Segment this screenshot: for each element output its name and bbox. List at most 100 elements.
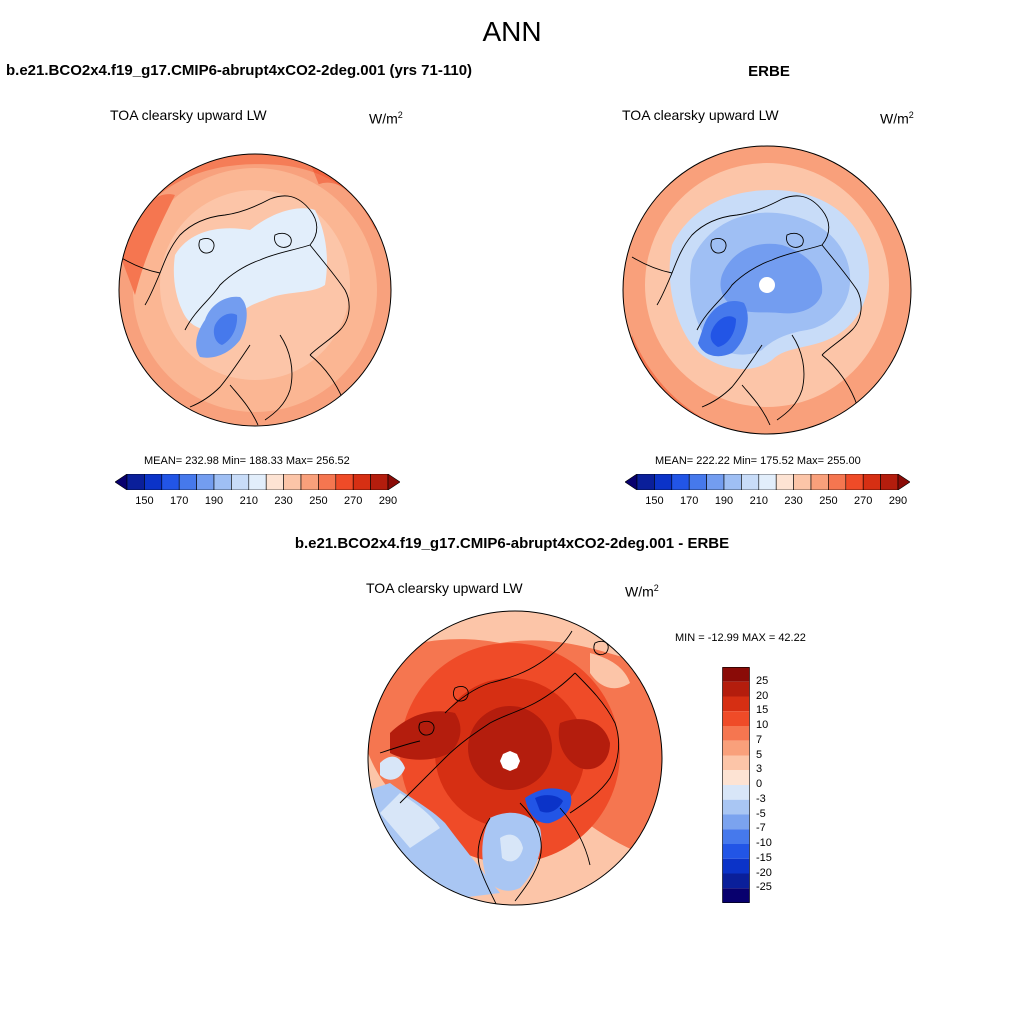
colorbar-tick-label: 230 (784, 495, 803, 507)
colorbar-tick-label: 250 (819, 495, 838, 507)
colorbar-swatch (231, 474, 250, 490)
colorbar-tick-label: 210 (749, 495, 768, 507)
colorbar-swatch (723, 474, 742, 490)
colorbar-tick-label: 25 (756, 674, 769, 687)
colorbar-swatch (636, 474, 655, 490)
colorbar-swatch (196, 474, 215, 490)
left-polar-map (118, 153, 392, 427)
colorbar-tick-label: 230 (274, 495, 293, 507)
colorbar-tick-label: 290 (888, 495, 908, 507)
left-case-title: b.e21.BCO2x4.f19_g17.CMIP6-abrupt4xCO2-2… (6, 62, 473, 79)
left-stats-label: MEAN= 232.98 Min= 188.33 Max= 256.52 (144, 455, 350, 467)
colorbar-swatch (387, 474, 400, 490)
colorbar-swatch (300, 474, 319, 490)
colorbar-tick-label: 210 (239, 495, 258, 507)
right-stats-label: MEAN= 222.22 Min= 175.52 Max= 255.00 (655, 455, 861, 467)
colorbar-frame (722, 667, 750, 903)
diff-case-title: b.e21.BCO2x4.f19_g17.CMIP6-abrupt4xCO2-2… (294, 535, 730, 552)
colorbar-swatch (722, 858, 750, 874)
colorbar-swatch (115, 474, 128, 490)
colorbar-swatch (265, 474, 284, 490)
colorbar-swatch (671, 474, 690, 490)
left-colorbar-ticks: 150 170 190 210 230 250 270 290 (115, 495, 400, 509)
colorbar-tick-label: 7 (756, 733, 763, 746)
colorbar-swatch (722, 667, 750, 682)
colorbar-swatch (213, 474, 232, 490)
colorbar-swatch (722, 740, 750, 756)
colorbar-tick-label: -5 (756, 807, 766, 820)
colorbar-swatch (178, 474, 197, 490)
colorbar-swatch (741, 474, 760, 490)
colorbar-swatch (775, 474, 794, 490)
right-variable-label: TOA clearsky upward LW (622, 107, 779, 123)
diff-colorbar (722, 667, 750, 903)
colorbar-tick-label: -15 (756, 851, 772, 864)
colorbar-tick-label: 190 (204, 495, 224, 507)
colorbar-tick-label: 10 (756, 719, 769, 731)
colorbar-swatch (126, 474, 145, 490)
colorbar-swatch (722, 844, 750, 859)
colorbar-swatch (810, 474, 829, 490)
colorbar-tick-label: 250 (309, 495, 328, 507)
colorbar-swatch (862, 474, 881, 490)
colorbar-tick-label: 150 (645, 495, 664, 507)
colorbar-tick-label: 290 (378, 495, 398, 507)
right-case-title: ERBE (748, 63, 790, 80)
colorbar-tick-label: 3 (756, 763, 763, 776)
colorbar-tick-label: 20 (756, 689, 769, 702)
colorbar-tick-label: 15 (756, 704, 769, 717)
colorbar-swatch (722, 829, 750, 844)
diff-variable-label: TOA clearsky upward LW (366, 580, 523, 596)
colorbar-tick-label: 0 (756, 778, 763, 790)
colorbar-tick-label: -7 (756, 822, 766, 835)
colorbar-tick-label: 270 (344, 495, 363, 507)
left-variable-label: TOA clearsky upward LW (110, 107, 267, 123)
left-colorbar (115, 474, 400, 490)
colorbar-swatch (318, 474, 337, 490)
colorbar-swatch (722, 711, 750, 726)
colorbar-swatch (161, 474, 180, 490)
right-polar-map (622, 145, 912, 435)
colorbar-swatch (722, 888, 750, 903)
colorbar-swatch (722, 873, 750, 889)
diff-polar-map (367, 610, 663, 906)
colorbar-tick-label: -10 (756, 837, 772, 849)
colorbar-tick-label: 270 (854, 495, 873, 507)
colorbar-tick-label: 190 (714, 495, 734, 507)
colorbar-swatch (335, 474, 354, 490)
colorbar-swatch (758, 474, 777, 490)
colorbar-swatch (722, 681, 750, 697)
colorbar-swatch (722, 799, 750, 815)
colorbar-swatch (248, 474, 267, 490)
page-title: ANN (482, 16, 542, 47)
colorbar-swatch (370, 474, 389, 490)
colorbar-swatch (880, 474, 899, 490)
colorbar-swatch (722, 785, 750, 800)
colorbar-swatch (722, 696, 750, 712)
colorbar-tick-label: 150 (135, 495, 154, 507)
colorbar-swatch (706, 474, 725, 490)
colorbar-swatch (793, 474, 812, 490)
colorbar-swatch (722, 770, 750, 785)
diff-colorbar-ticks: 25 20 15 10 7 5 3 0 -3 -5 -7 -10 -15 -20… (756, 667, 796, 903)
colorbar-swatch (144, 474, 163, 490)
diff-stats-label: MIN = -12.99 MAX = 42.22 (675, 632, 806, 644)
right-colorbar (625, 474, 910, 490)
left-units-label: W/m2 (369, 110, 403, 127)
colorbar-swatch (283, 474, 302, 490)
colorbar-tick-label: 5 (756, 748, 763, 761)
colorbar-tick-label: -20 (756, 866, 772, 879)
colorbar-swatch (352, 474, 371, 490)
colorbar-swatch (722, 726, 750, 741)
diff-units-label: W/m2 (625, 583, 659, 600)
right-colorbar-ticks: 150 170 190 210 230 250 270 290 (625, 495, 910, 509)
colorbar-swatch (845, 474, 864, 490)
colorbar-tick-label: 170 (170, 495, 189, 507)
colorbar-swatch (722, 814, 750, 830)
colorbar-swatch (654, 474, 673, 490)
colorbar-swatch (897, 474, 910, 490)
colorbar-swatch (688, 474, 707, 490)
colorbar-tick-label: 170 (680, 495, 699, 507)
colorbar-tick-label: -3 (756, 792, 766, 805)
colorbar-swatch (625, 474, 638, 490)
